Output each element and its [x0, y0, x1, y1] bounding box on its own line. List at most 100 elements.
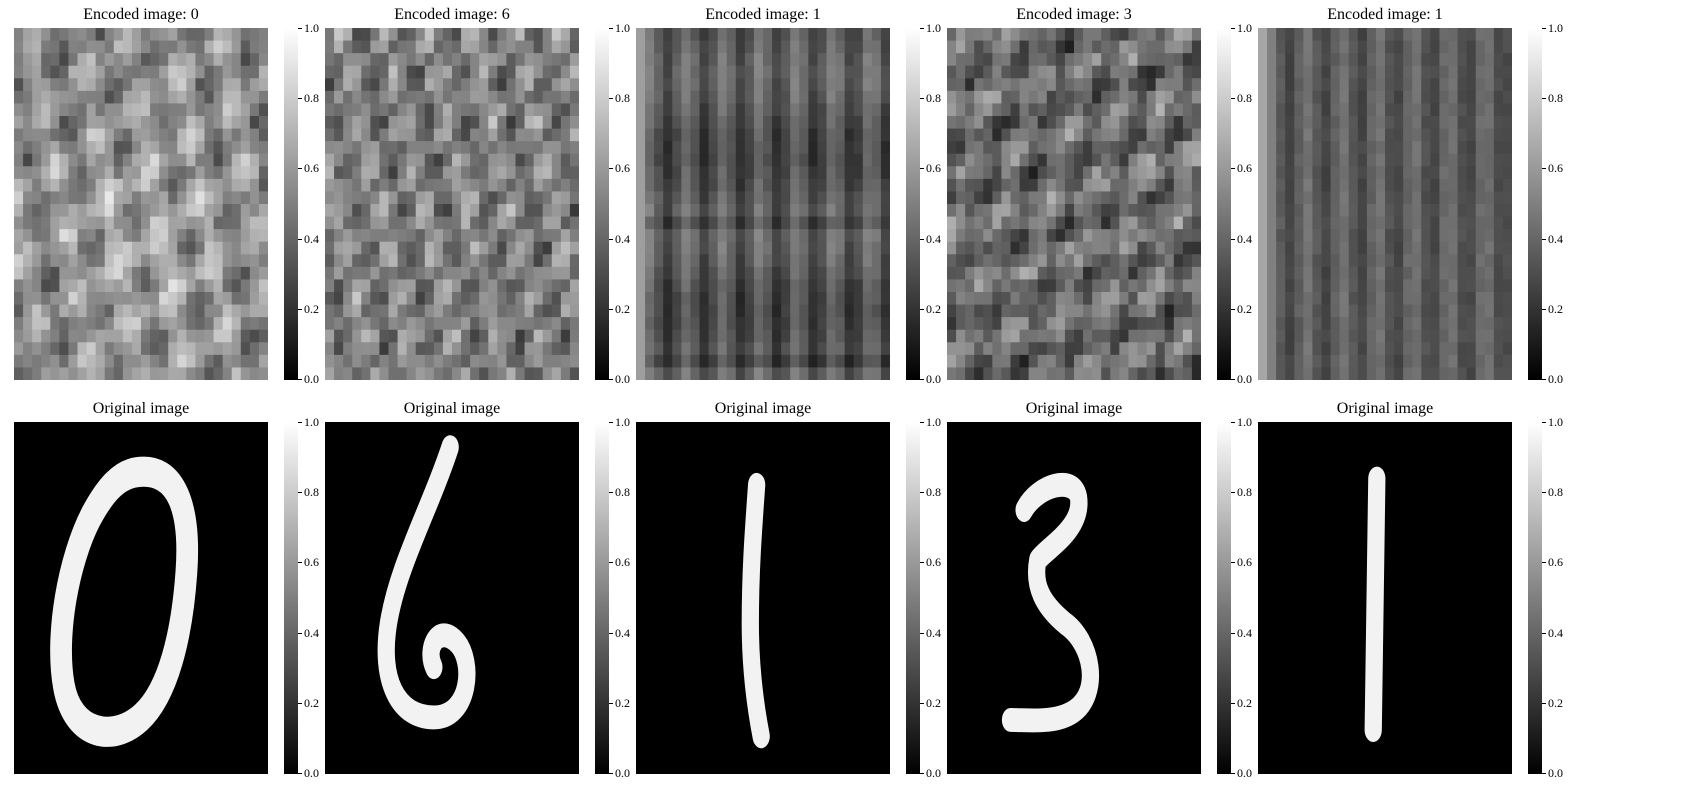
heatmap-cell — [542, 53, 553, 67]
heatmap-cell — [1110, 40, 1120, 54]
heatmap-cell — [325, 254, 335, 268]
heatmap-cell — [853, 279, 864, 293]
heatmap-cell — [753, 254, 764, 268]
heatmap-cell — [1258, 178, 1268, 193]
heatmap-cell — [717, 329, 728, 343]
heatmap-cell — [113, 116, 124, 130]
heatmap-cell — [1046, 191, 1057, 205]
heatmap-cell — [1484, 28, 1495, 42]
heatmap-cell — [1001, 153, 1011, 167]
panel-title: Original image — [714, 400, 812, 417]
heatmap-cell — [992, 53, 1002, 67]
heatmap-cell — [1430, 292, 1440, 306]
heatmap-cell — [1001, 304, 1011, 318]
heatmap-cell — [781, 216, 791, 230]
heatmap-cell — [781, 128, 791, 142]
heatmap-cell — [325, 53, 335, 67]
heatmap-cell — [222, 241, 233, 255]
heatmap-cell — [654, 116, 664, 130]
heatmap-cell — [104, 153, 115, 167]
heatmap-cell — [835, 116, 846, 130]
heatmap-cell — [50, 204, 60, 218]
heatmap-cell — [168, 367, 178, 380]
heatmap-cell — [871, 266, 882, 281]
heatmap-cell — [325, 317, 335, 331]
heatmap-cell — [452, 329, 462, 343]
heatmap-cell — [1037, 229, 1048, 243]
heatmap-cell — [1448, 342, 1459, 356]
colorbar-tick-label: 0.0 — [926, 766, 941, 780]
heatmap-cell — [14, 141, 24, 155]
heatmap-cell — [415, 178, 426, 193]
heatmap-cell — [470, 65, 480, 79]
heatmap-cell — [1285, 128, 1295, 142]
heatmap-cell — [1155, 279, 1166, 293]
heatmap-cell — [947, 78, 957, 92]
heatmap-cell — [826, 367, 837, 380]
heatmap-cell — [1502, 304, 1512, 318]
heatmap-cell — [424, 178, 435, 193]
heatmap-cell — [1421, 28, 1431, 42]
heatmap-cell — [1466, 153, 1477, 167]
heatmap-cell — [790, 241, 800, 255]
heatmap-cell — [1357, 103, 1368, 117]
heatmap-cell — [763, 216, 773, 230]
heatmap-cell — [1385, 103, 1395, 117]
heatmap-cell — [1083, 103, 1093, 117]
heatmap-cell — [131, 128, 142, 142]
heatmap-cell — [222, 65, 233, 79]
heatmap-cell — [379, 166, 389, 180]
heatmap-cell — [1074, 103, 1084, 117]
heatmap-cell — [1312, 40, 1322, 54]
heatmap-cell — [77, 128, 88, 142]
heatmap-cell — [361, 367, 371, 380]
heatmap-cell — [853, 216, 864, 230]
heatmap-cell — [1137, 116, 1148, 130]
heatmap-cell — [1074, 354, 1084, 369]
heatmap-cell — [1303, 40, 1313, 54]
heatmap-cell — [690, 78, 700, 92]
heatmap-cell — [983, 354, 993, 369]
heatmap-cell — [717, 53, 728, 67]
heatmap-cell — [50, 141, 60, 155]
heatmap-cell — [1430, 354, 1440, 369]
heatmap-cell — [1375, 204, 1386, 218]
heatmap-cell — [1430, 329, 1440, 343]
heatmap-cell — [1074, 304, 1084, 318]
colorbar-tick-mark — [298, 773, 302, 774]
heatmap-cell — [1119, 279, 1129, 293]
heatmap-cell — [397, 53, 408, 67]
heatmap-cell — [352, 116, 362, 130]
heatmap-cell — [1101, 317, 1111, 331]
heatmap-cell — [1276, 354, 1286, 369]
heatmap-cell — [1412, 317, 1422, 331]
heatmap-cell — [569, 279, 579, 293]
colorbar-tick-label: 0.4 — [926, 626, 941, 640]
colorbar — [595, 422, 609, 774]
heatmap-svg — [1258, 422, 1512, 774]
heatmap-cell — [808, 292, 818, 306]
heatmap-cell — [204, 53, 215, 67]
heatmap-cell — [361, 317, 371, 331]
heatmap-cell — [325, 153, 335, 167]
heatmap-cell — [654, 204, 664, 218]
heatmap-cell — [1083, 342, 1093, 356]
heatmap-cell — [515, 292, 526, 306]
heatmap-cell — [195, 128, 205, 142]
heatmap-cell — [506, 354, 516, 369]
heatmap-cell — [862, 254, 873, 268]
heatmap-cell — [551, 342, 562, 356]
heatmap-cell — [717, 141, 728, 155]
heatmap-cell — [744, 90, 755, 105]
original-panel-1: Original image 0.0 0.2 0.4 0.6 0.8 1.0 — [14, 398, 319, 779]
heatmap-cell — [204, 78, 215, 92]
heatmap-cell — [551, 304, 562, 318]
heatmap-cell — [1146, 116, 1157, 130]
heatmap-cell — [681, 153, 691, 167]
heatmap-cell — [862, 191, 873, 205]
heatmap-cell — [506, 329, 516, 343]
heatmap-cell — [1155, 53, 1166, 67]
heatmap-cell — [645, 317, 655, 331]
heatmap-cell — [1403, 241, 1413, 255]
heatmap-cell — [213, 53, 224, 67]
